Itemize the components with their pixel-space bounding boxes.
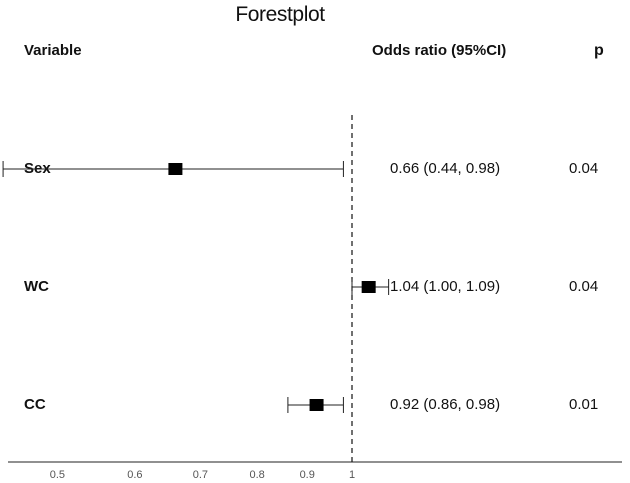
p-value-text: 0.01 [569, 396, 599, 413]
row-label: WC [24, 278, 49, 295]
row-label: CC [24, 396, 46, 413]
x-tick-label: 0.9 [300, 469, 315, 481]
x-tick-label: 1 [349, 469, 355, 481]
column-header-variable: Variable [24, 42, 82, 59]
x-tick-label: 0.7 [193, 469, 208, 481]
odds-ratio-text: 1.04 (1.00, 1.09) [390, 278, 501, 295]
x-tick-label: 0.8 [250, 469, 265, 481]
estimate-marker [168, 163, 183, 175]
estimate-marker [361, 281, 376, 293]
chart-title: Forestplot [235, 3, 325, 26]
x-tick-label: 0.5 [50, 469, 65, 481]
p-value-text: 0.04 [569, 278, 599, 295]
column-header-p: p [594, 42, 604, 59]
p-value-text: 0.04 [569, 160, 599, 177]
odds-ratio-text: 0.92 (0.86, 0.98) [390, 396, 501, 413]
column-header-odds-ratio: Odds ratio (95%CI) [372, 42, 507, 59]
estimate-marker [309, 399, 324, 411]
odds-ratio-text: 0.66 (0.44, 0.98) [390, 160, 501, 177]
x-tick-label: 0.6 [127, 469, 142, 481]
